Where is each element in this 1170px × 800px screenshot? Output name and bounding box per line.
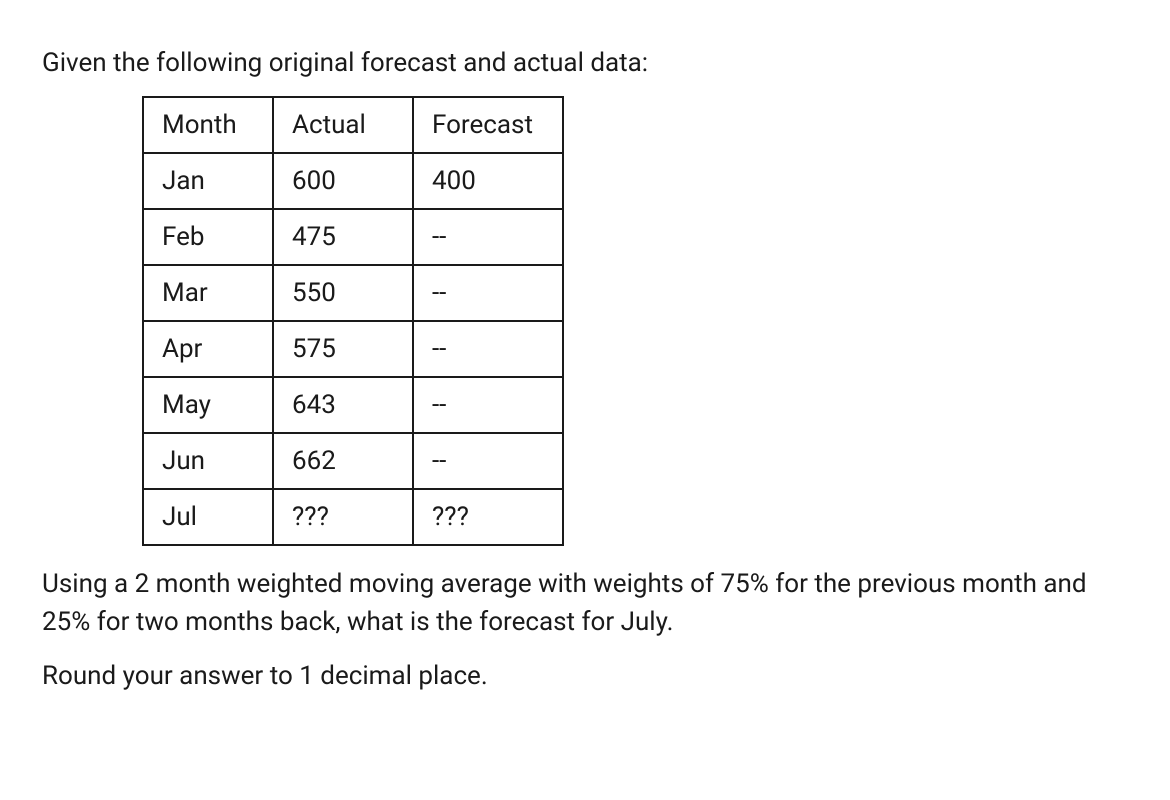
cell-forecast: -- [413, 321, 563, 377]
table-row: Jun 662 -- [143, 433, 563, 489]
table-row: Apr 575 -- [143, 321, 563, 377]
cell-month: Jan [143, 153, 273, 209]
cell-month: May [143, 377, 273, 433]
cell-forecast: -- [413, 209, 563, 265]
cell-actual: 475 [273, 209, 413, 265]
cell-forecast: ??? [413, 489, 563, 545]
question-text: Using a 2 month weighted moving average … [42, 566, 1128, 641]
cell-month: Jun [143, 433, 273, 489]
cell-forecast: -- [413, 433, 563, 489]
table-header-row: Month Actual Forecast [143, 97, 563, 153]
cell-forecast: -- [413, 377, 563, 433]
cell-actual: 643 [273, 377, 413, 433]
cell-actual: 575 [273, 321, 413, 377]
cell-month: Mar [143, 265, 273, 321]
cell-actual: 550 [273, 265, 413, 321]
intro-text: Given the following original forecast an… [42, 48, 1128, 78]
cell-forecast: 400 [413, 153, 563, 209]
table-row: May 643 -- [143, 377, 563, 433]
cell-month: Jul [143, 489, 273, 545]
cell-actual: 662 [273, 433, 413, 489]
cell-month: Feb [143, 209, 273, 265]
header-actual: Actual [273, 97, 413, 153]
header-month: Month [143, 97, 273, 153]
cell-forecast: -- [413, 265, 563, 321]
table-row: Jan 600 400 [143, 153, 563, 209]
cell-month: Apr [143, 321, 273, 377]
table-row: Mar 550 -- [143, 265, 563, 321]
table-row: Jul ??? ??? [143, 489, 563, 545]
table-row: Feb 475 -- [143, 209, 563, 265]
cell-actual: ??? [273, 489, 413, 545]
header-forecast: Forecast [413, 97, 563, 153]
cell-actual: 600 [273, 153, 413, 209]
rounding-instruction: Round your answer to 1 decimal place. [42, 661, 1128, 691]
forecast-table: Month Actual Forecast Jan 600 400 Feb 47… [142, 96, 564, 546]
